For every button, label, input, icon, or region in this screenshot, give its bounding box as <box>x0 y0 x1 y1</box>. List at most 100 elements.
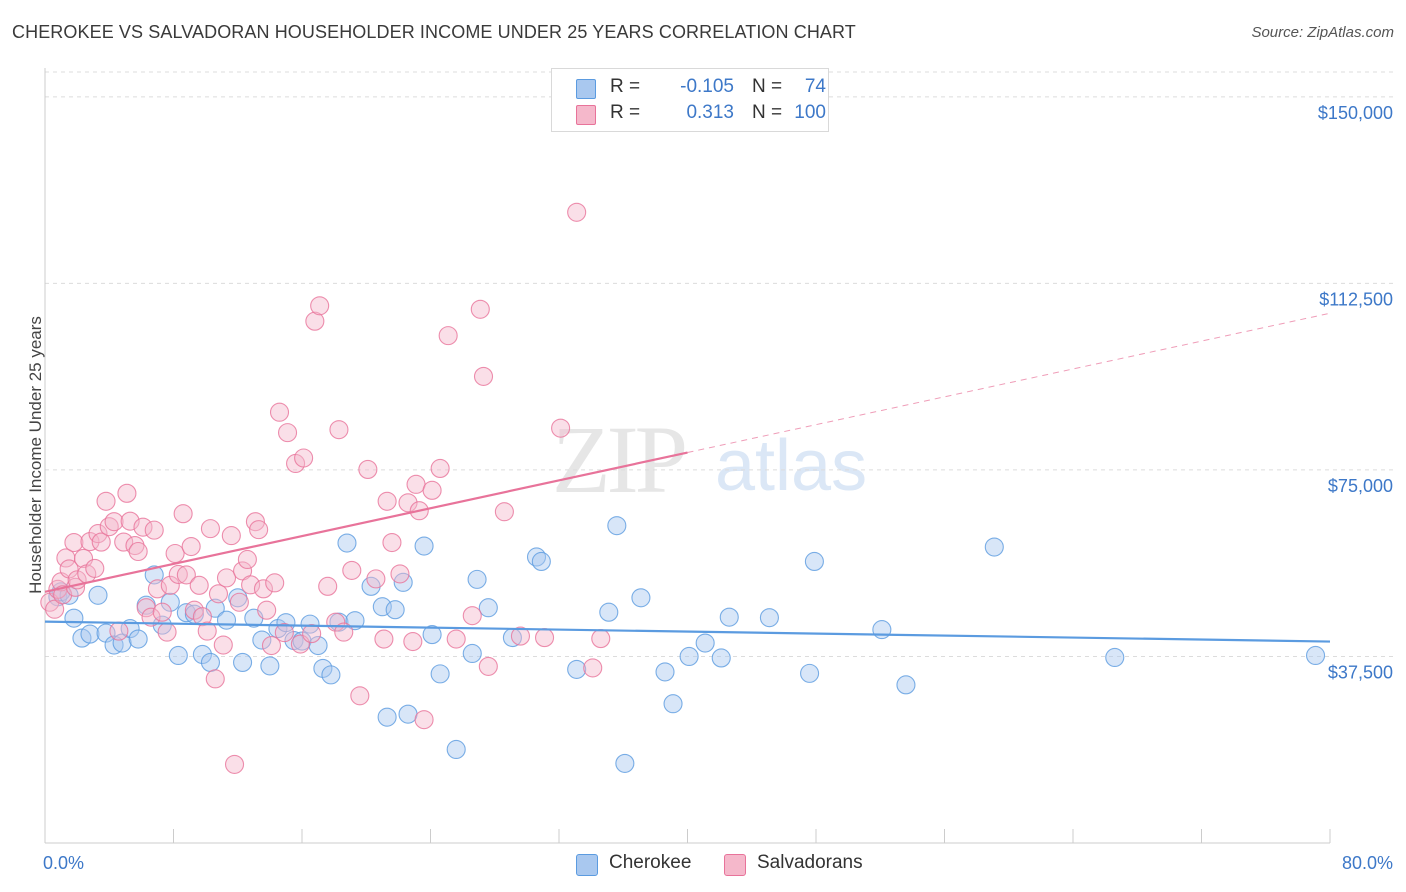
cherokee-point <box>313 658 333 678</box>
cherokee-point <box>128 629 148 649</box>
legend-r-value: 0.313 <box>686 102 734 123</box>
cherokee-point <box>216 610 237 630</box>
legend-r-label: R = <box>610 102 641 123</box>
salvadorans-point <box>302 624 322 644</box>
salvadorans-point <box>241 575 261 595</box>
cherokee-point <box>200 652 220 672</box>
cherokee-point <box>88 585 108 605</box>
cherokee-point <box>233 652 253 672</box>
salvadorans-point <box>205 669 225 689</box>
salvadorans-point <box>350 686 370 706</box>
salvadorans-point <box>109 621 129 641</box>
salvadorans-point <box>583 658 603 678</box>
salvadorans-point <box>403 631 423 652</box>
cherokee-point <box>398 704 418 724</box>
salvadorans-point <box>229 592 249 612</box>
salvadorans-point <box>45 599 65 619</box>
cherokee-point <box>168 645 188 666</box>
cherokee-point <box>631 588 651 608</box>
salvadorans-point <box>114 532 134 552</box>
cherokee-point <box>800 663 820 683</box>
salvadorans-point <box>414 710 434 730</box>
salvadorans-point <box>478 656 498 676</box>
trend-lines <box>44 312 1331 643</box>
salvadorans-point <box>438 326 458 346</box>
cherokee-point <box>276 613 296 633</box>
cherokee-point <box>345 611 365 631</box>
salvadorans-point <box>96 491 116 511</box>
x-tick-label: 0.0% <box>43 853 84 873</box>
salvadorans-point <box>462 606 482 626</box>
salvadorans-point <box>261 635 282 656</box>
salvadorans-point <box>237 549 257 570</box>
salvadorans-point <box>147 579 167 599</box>
salvadorans-swatch <box>576 105 596 125</box>
cherokee-point <box>531 551 551 572</box>
salvadorans-point <box>470 299 490 319</box>
legend-n-label: N = <box>752 76 783 97</box>
salvadorans-point <box>534 628 555 648</box>
y-tick-label: $37,500 <box>1328 662 1393 682</box>
cherokee-point <box>759 608 779 628</box>
cherokee-point <box>252 630 272 650</box>
y-tick-label: $112,500 <box>1319 289 1393 309</box>
salvadorans-point <box>197 621 217 641</box>
cherokee-point <box>655 662 675 682</box>
salvadorans-point <box>128 541 148 562</box>
salvadorans-point <box>249 520 269 540</box>
salvadorans-point <box>294 448 314 468</box>
salvadorans-point <box>168 564 188 584</box>
cherokee-point <box>414 536 434 556</box>
salvadorans-point <box>136 598 156 618</box>
salvadorans-point <box>189 575 209 595</box>
cherokee-point <box>478 598 498 618</box>
cherokee-point <box>679 646 699 667</box>
cherokee-point <box>337 533 357 553</box>
salvadorans-point <box>157 622 177 642</box>
cherokee-swatch <box>576 79 596 99</box>
salvadorans-point <box>265 573 285 593</box>
cherokee-point <box>160 592 180 612</box>
salvadorans-point <box>446 629 466 649</box>
salvadorans-point <box>133 517 153 537</box>
legend-n-value: 100 <box>794 102 826 123</box>
salvadorans-point <box>342 560 362 580</box>
cherokee-point <box>615 753 635 773</box>
salvadorans-point <box>310 296 330 316</box>
salvadorans-point <box>277 423 298 443</box>
salvadorans-point <box>165 543 185 564</box>
correlation-legend: R = -0.105 N = 74 R = 0.313 N = 100 <box>551 68 829 132</box>
salvadorans-point <box>91 532 111 552</box>
cherokee-point <box>430 664 450 684</box>
cherokee-point <box>292 631 312 651</box>
salvadorans-point <box>173 504 193 524</box>
cherokee-point <box>719 607 739 627</box>
salvadorans-point <box>216 568 237 588</box>
salvadorans-point <box>398 493 418 513</box>
watermark-zip: ZIP <box>552 406 685 513</box>
cherokee-point <box>422 625 442 645</box>
salvadorans-point <box>329 420 349 440</box>
salvadorans-point <box>366 569 386 589</box>
salvadorans-point <box>59 559 79 579</box>
cherokee-legend-label: Cherokee <box>609 852 692 873</box>
salvadorans-point <box>358 459 378 479</box>
salvadorans-point <box>274 623 294 643</box>
cherokee-point <box>804 551 824 572</box>
legend-n-label: N = <box>752 102 783 123</box>
salvadorans-point <box>305 311 325 331</box>
chart-title: CHEROKEE VS SALVADORAN HOUSEHOLDER INCOM… <box>12 22 856 42</box>
cherokee-point <box>695 633 715 653</box>
salvadorans-legend-swatch <box>724 854 746 876</box>
salvadorans-point <box>269 402 290 422</box>
cherokee-points <box>48 516 1326 773</box>
cherokee-point <box>176 603 196 623</box>
salvadorans-point <box>181 536 201 557</box>
salvadorans-point <box>257 600 277 620</box>
legend-n-value: 74 <box>804 76 826 97</box>
salvadorans-point <box>117 483 137 503</box>
cherokee-point <box>467 569 487 589</box>
salvadorans-point <box>318 576 338 596</box>
cherokee-point <box>300 614 320 634</box>
